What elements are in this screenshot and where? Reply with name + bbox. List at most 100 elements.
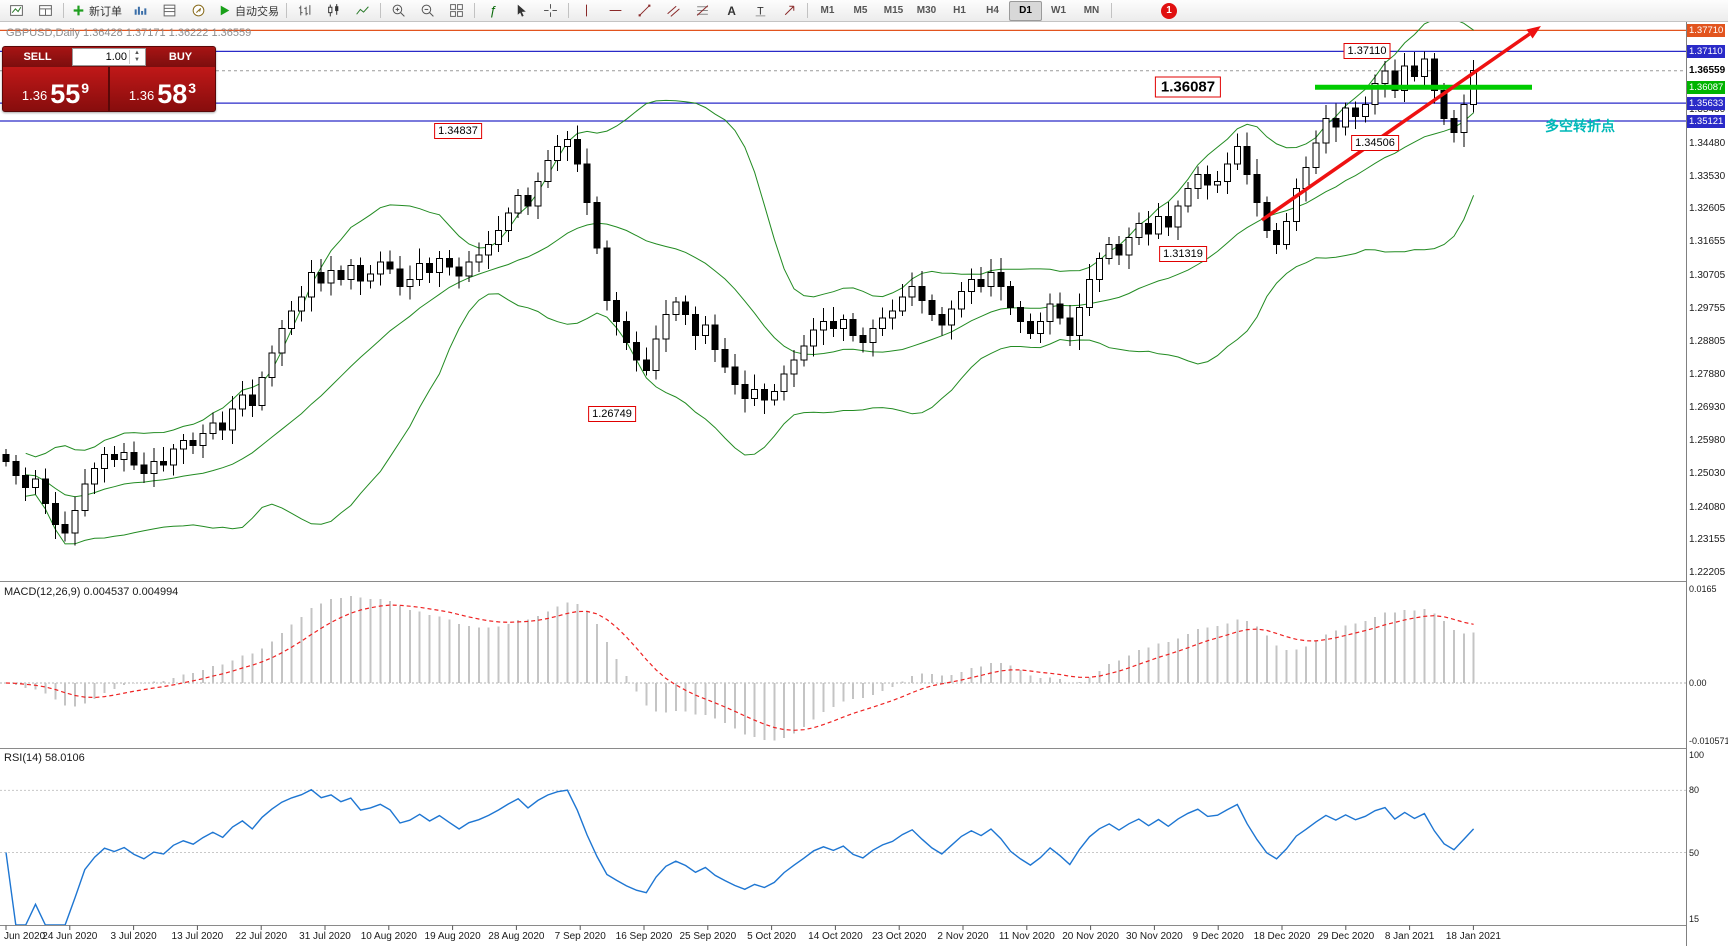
volume-decrease-button[interactable]: ▼ — [134, 57, 140, 63]
macd-signal-line — [5, 604, 1474, 731]
price-tick-label: 1.35430 — [1689, 104, 1726, 116]
text-label-icon: T — [753, 5, 768, 17]
navigator-button[interactable] — [184, 0, 213, 21]
arrows-button[interactable] — [775, 0, 804, 21]
fibonacci-button[interactable] — [688, 0, 717, 21]
new-order-label: 新订单 — [89, 5, 122, 18]
tile-windows-button[interactable] — [442, 0, 471, 21]
text-label-button[interactable]: T — [746, 0, 775, 21]
price-callout[interactable]: 1.31319 — [1159, 246, 1207, 263]
level-price-label: 1.37110 — [1687, 44, 1725, 58]
trendline-button[interactable] — [630, 0, 659, 21]
price-tick-label: 1.33530 — [1689, 170, 1726, 182]
data-window-button[interactable] — [155, 0, 184, 21]
bollinger-middle-band[interactable] — [25, 112, 1474, 498]
timeframe-m1-button[interactable]: M1 — [820, 5, 835, 16]
chart-profiles-button[interactable] — [31, 0, 60, 21]
trend-arrow-line[interactable] — [1261, 32, 1531, 222]
price-callout[interactable]: 1.34837 — [434, 123, 482, 139]
timeframe-h1-button[interactable]: H1 — [953, 5, 966, 16]
sell-price-button[interactable]: 1.36 55 9 — [3, 67, 108, 111]
price-tick-label: 1.24080 — [1689, 501, 1726, 513]
line-chart-icon — [355, 3, 370, 18]
vertical-line-button[interactable] — [572, 0, 601, 21]
autotrading-play-icon — [220, 5, 230, 16]
new-chart-icon — [9, 3, 24, 18]
channel-icon — [666, 3, 681, 18]
volume-increase-button[interactable]: ▲ — [134, 50, 140, 56]
buy-price-big: 58 — [157, 79, 188, 109]
indicators-button[interactable]: ƒ — [478, 0, 507, 21]
autotrading-button[interactable]: 自动交易 — [213, 0, 283, 21]
timeframe-w1-button[interactable]: W1 — [1051, 5, 1066, 16]
text-button[interactable]: A — [717, 0, 746, 21]
bar-chart-button[interactable] — [290, 0, 319, 21]
channel-button[interactable] — [659, 0, 688, 21]
horizontal-line-icon — [608, 3, 623, 18]
indicators-icon: ƒ — [489, 3, 496, 18]
candlesticks[interactable] — [2, 51, 1478, 546]
chinese-note-label[interactable]: 多空转折点 — [1545, 118, 1615, 134]
price-tick-label: 1.34480 — [1689, 137, 1726, 149]
market-watch-icon — [133, 3, 148, 18]
price-tick-label: 1.26930 — [1689, 401, 1726, 413]
svg-text:T: T — [757, 5, 764, 17]
timeframe-m30-button[interactable]: M30 — [916, 5, 937, 16]
price-callout[interactable]: 1.26749 — [588, 406, 636, 423]
rsi-label: RSI(14) 58.0106 — [4, 752, 85, 764]
price-tick-label: 1.32605 — [1689, 203, 1726, 215]
cursor-button[interactable] — [507, 0, 536, 21]
price-callout[interactable]: 1.34506 — [1351, 134, 1399, 151]
sell-price-prefix: 1.36 — [21, 88, 48, 103]
notification-badge[interactable]: 1 — [1161, 2, 1177, 19]
timeframe-m5-button[interactable]: M5 — [853, 5, 868, 16]
new-chart-button[interactable] — [2, 0, 31, 21]
candlestick-chart-button[interactable] — [319, 0, 348, 21]
crosshair-icon — [543, 3, 558, 18]
candlestick-chart-icon — [326, 3, 339, 18]
bid-price-label: 1.36559 — [1689, 64, 1726, 76]
price-tick-label: 1.23155 — [1689, 533, 1726, 545]
sell-price-big: 55 — [50, 79, 81, 109]
autotrading-label: 自动交易 — [235, 5, 279, 18]
timeframe-d1-button[interactable]: D1 — [1009, 0, 1042, 21]
price-axis[interactable]: 1.35430 1.34480 1.33530 1.32605 1.31655 1.307… — [1686, 22, 1728, 946]
trend-arrow-head[interactable] — [1526, 26, 1541, 39]
crosshair-button[interactable] — [536, 0, 565, 21]
trendline-icon — [638, 4, 651, 17]
bollinger-lower-band[interactable] — [25, 195, 1475, 545]
text-icon: A — [727, 5, 736, 18]
line-chart-button[interactable] — [348, 0, 377, 21]
toolbar-separator — [63, 3, 64, 18]
volume-box: ▲ ▼ — [72, 48, 146, 66]
horizontal-line-button[interactable] — [601, 0, 630, 21]
plus-icon — [71, 3, 86, 18]
rsi-name: RSI(14) — [4, 752, 42, 764]
macd-axis-label: 0.0165 — [1689, 584, 1717, 594]
chart-overlays: GBPUSD,Daily 1.36428 1.37171 1.36222 1.3… — [0, 22, 1686, 946]
buy-label[interactable]: BUY — [168, 51, 193, 63]
buy-price-button[interactable]: 1.36 58 3 — [110, 67, 215, 111]
rsi-line — [5, 788, 1475, 926]
new-order-button[interactable]: 新订单 — [67, 0, 126, 21]
timeframe-m15-button[interactable]: M15 — [883, 5, 904, 16]
zoom-out-button[interactable] — [413, 0, 442, 21]
rsi-axis-label: 15 — [1689, 914, 1700, 924]
level-price-label: 1.35633 — [1687, 96, 1726, 110]
macd-values: 0.004537 0.004994 — [83, 586, 179, 598]
level-price-label: 1.35121 — [1687, 114, 1726, 128]
chart-plot[interactable] — [0, 22, 1686, 946]
timeframe-h4-button[interactable]: H4 — [986, 5, 999, 16]
chart-area[interactable]: Jun 2020 24 Jun 2020 3 Jul 2020 13 Jul 2020… — [0, 22, 1728, 946]
price-callout[interactable]: 1.37110 — [1343, 43, 1391, 60]
zoom-in-button[interactable] — [384, 0, 413, 21]
timeframe-mn-button[interactable]: MN — [1083, 5, 1100, 16]
toolbar-separator — [807, 3, 808, 18]
bollinger-upper-band[interactable] — [25, 22, 1474, 458]
price-callout[interactable]: 1.36087 — [1154, 76, 1222, 98]
sell-label[interactable]: SELL — [23, 51, 52, 63]
market-watch-button[interactable] — [126, 0, 155, 21]
volume-input[interactable] — [73, 51, 129, 63]
level-price-label: 1.37710 — [1687, 23, 1726, 37]
toolbar-separator — [286, 3, 287, 18]
